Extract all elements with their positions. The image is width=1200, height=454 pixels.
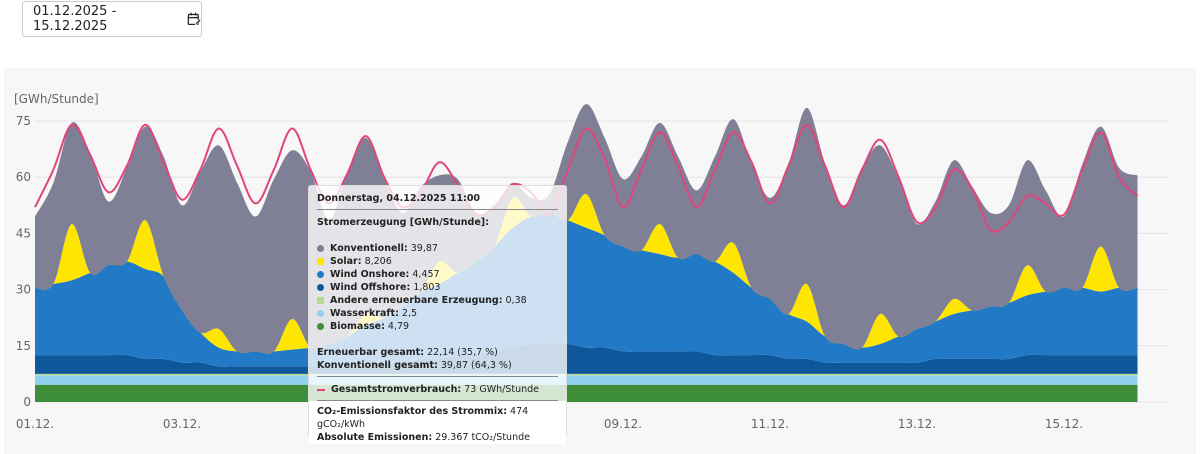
area-wind-offshore: [35, 343, 1138, 374]
legend-marker-icon: [317, 297, 324, 304]
tooltip-item: Biomasse: 4,79: [317, 320, 558, 333]
tooltip-item: Wind Offshore: 1,803: [317, 281, 558, 294]
legend-marker-icon: [317, 323, 324, 330]
legend-marker-icon: [317, 271, 324, 278]
tooltip-item: Solar: 8,206: [317, 255, 558, 268]
tooltip-item: Konventionell: 39,87: [317, 242, 558, 255]
tooltip-renewable-total: Erneuerbar gesamt: 22,14 (35,7 %): [317, 347, 498, 358]
area-biomasse: [35, 384, 1138, 402]
y-tick-label: 0: [23, 395, 31, 409]
y-tick-label: 45: [16, 226, 31, 240]
legend-marker-icon: [317, 284, 324, 291]
x-tick-label: 15.12.: [1045, 417, 1083, 431]
line-consumption: [34, 123, 1139, 233]
consumption-line-icon: [317, 388, 325, 391]
legend-marker-icon: [317, 258, 324, 265]
legend-marker-icon: [317, 310, 324, 317]
date-range-picker[interactable]: 01.12.2025 - 15.12.2025: [22, 1, 202, 37]
y-tick-label: 15: [16, 339, 31, 353]
tooltip-item: Andere erneuerbare Erzeugung: 0,38: [317, 294, 558, 307]
x-tick-label: 03.12.: [163, 417, 201, 431]
tooltip-item: Wasserkraft: 2,5: [317, 307, 558, 320]
tooltip-co2-factor: CO₂-Emissionsfaktor des Strommix: 474 gC…: [317, 406, 529, 430]
tooltip-title: Donnerstag, 04.12.2025 11:00: [317, 193, 481, 204]
y-tick-label: 75: [16, 114, 31, 128]
tooltip-conventional-total: Konventionell gesamt: 39,87 (64,3 %): [317, 360, 512, 371]
x-tick-label: 01.12.: [16, 417, 54, 431]
x-tick-label: 09.12.: [604, 417, 642, 431]
area-wasserkraft: [35, 375, 1138, 385]
area-solar: [35, 193, 1138, 354]
y-axis-label: [GWh/Stunde]: [14, 92, 99, 106]
area-andere-erneuerbare-erzeugung: [35, 373, 1138, 376]
area-wind-onshore: [35, 212, 1138, 367]
y-tick-label: 60: [16, 170, 31, 184]
chart-tooltip: Donnerstag, 04.12.2025 11:00 Stromerzeug…: [308, 185, 567, 444]
tooltip-section: Stromerzeugung [GWh/Stunde]:: [317, 217, 489, 228]
x-tick-label: 11.12.: [751, 417, 789, 431]
y-tick-label: 30: [16, 283, 31, 297]
legend-marker-icon: [317, 245, 324, 252]
calendar-edit-icon: [187, 12, 201, 27]
tooltip-consumption: Gesamtstromverbrauch: 73 GWh/Stunde: [317, 383, 558, 396]
tooltip-item: Wind Onshore: 4,457: [317, 268, 558, 281]
x-tick-label: 13.12.: [898, 417, 936, 431]
date-range-value: 01.12.2025 - 15.12.2025: [33, 4, 117, 34]
tooltip-absolute-emissions: Absolute Emissionen: 29.367 tCO₂/Stunde: [317, 432, 530, 443]
